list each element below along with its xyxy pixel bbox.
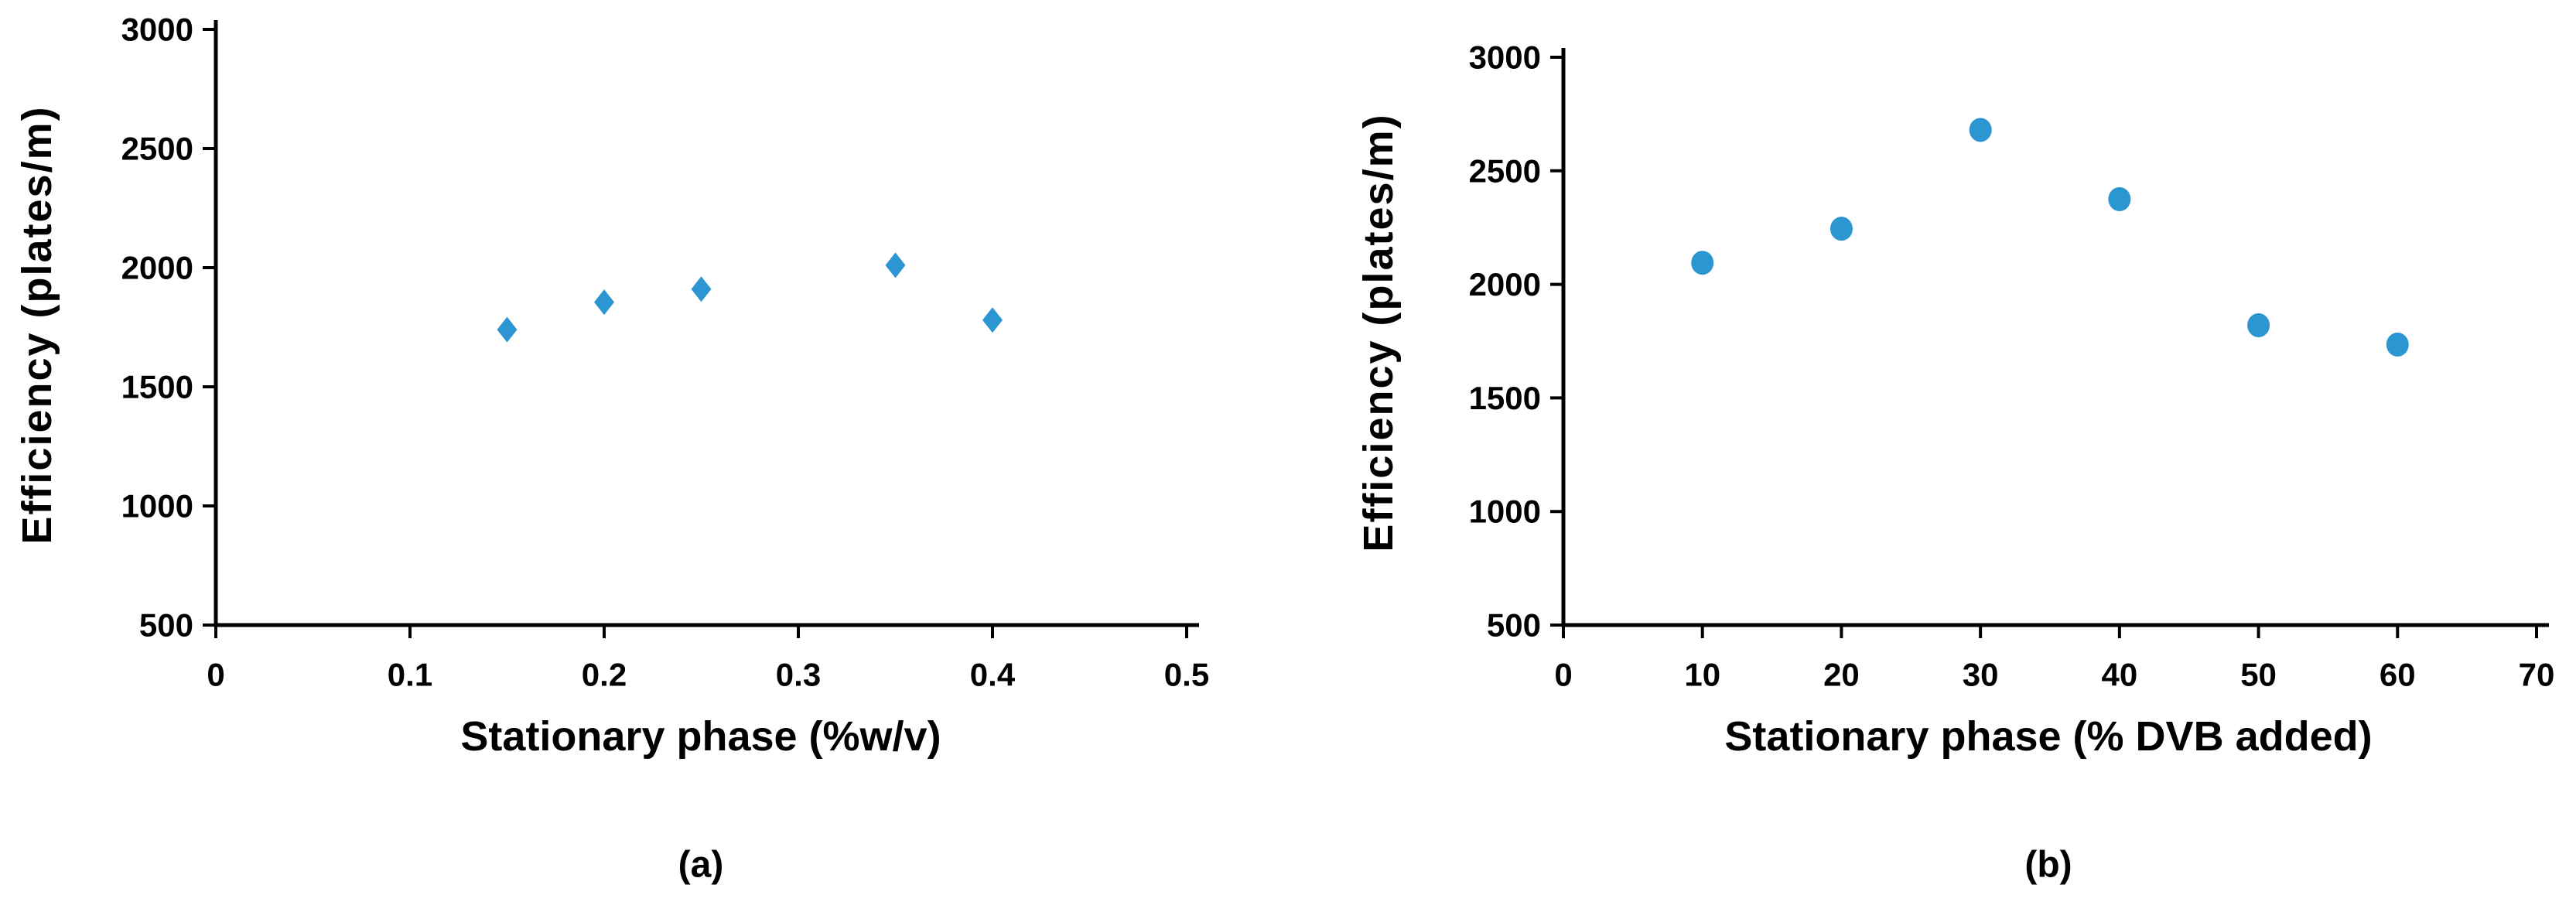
caption-a: (a) xyxy=(678,844,724,886)
chart-a-data-point xyxy=(497,316,518,343)
chart-a-x-tick-label: 0.3 xyxy=(776,657,821,693)
chart-a-data-point xyxy=(594,289,614,316)
chart-b-x-tick-label: 10 xyxy=(1684,657,1720,693)
chart-a-data-point xyxy=(691,276,712,302)
chart-b-y-tick-label: 1000 xyxy=(1469,494,1541,530)
x-axis-title-a: Stationary phase (%w/v) xyxy=(460,713,941,760)
chart-b-x-tick-label: 70 xyxy=(2519,657,2555,693)
chart-a-x-tick-label: 0.4 xyxy=(970,657,1016,693)
chart-b-x-tick-label: 0 xyxy=(1554,657,1572,693)
chart-a-y-tick-label: 1500 xyxy=(121,369,193,405)
chart-b-data-point xyxy=(1969,118,1992,142)
chart-a-y-tick-label: 2500 xyxy=(121,131,193,167)
chart-b-data-point xyxy=(1691,251,1714,275)
chart-a-y-tick-label: 2000 xyxy=(121,250,193,286)
chart-b-data-point xyxy=(1830,217,1853,241)
chart-b-data-point xyxy=(2247,313,2270,337)
chart-b-x-tick-label: 50 xyxy=(2240,657,2277,693)
chart-a-x-tick-label: 0.5 xyxy=(1164,657,1209,693)
chart-b-y-tick-label: 2500 xyxy=(1469,152,1541,189)
chart-a-y-tick-label: 1000 xyxy=(121,488,193,524)
y-axis-title-b: Efficiency (plates/m) xyxy=(1355,113,1402,552)
chart-b-y-tick-label: 2000 xyxy=(1469,266,1541,302)
y-axis-title-a: Efficiency (plates/m) xyxy=(14,105,60,545)
caption-b: (b) xyxy=(2024,844,2072,886)
chart-a-data-point xyxy=(885,252,906,278)
chart-b-y-tick-label: 3000 xyxy=(1469,39,1541,76)
chart-b-x-tick-label: 40 xyxy=(2101,657,2137,693)
chart-b-x-tick-label: 30 xyxy=(1963,657,1999,693)
chart-a-x-tick-label: 0.2 xyxy=(582,657,627,693)
chart-b-data-point xyxy=(2108,187,2131,211)
x-axis-title-b: Stationary phase (% DVB added) xyxy=(1724,713,2373,760)
chart-b-y-tick-label: 1500 xyxy=(1469,380,1541,416)
chart-a-x-tick-label: 0 xyxy=(207,657,224,693)
chart-b-x-tick-label: 20 xyxy=(1823,657,1860,693)
chart-a-y-tick-label: 500 xyxy=(139,607,193,644)
chart-a-y-tick-label: 3000 xyxy=(121,12,193,48)
chart-b-x-tick-label: 60 xyxy=(2380,657,2416,693)
chart-a-x-tick-label: 0.1 xyxy=(388,657,432,693)
chart-b-y-tick-label: 500 xyxy=(1487,607,1541,644)
chart-a-data-point xyxy=(982,307,1003,333)
chart-b-data-point xyxy=(2386,332,2409,357)
